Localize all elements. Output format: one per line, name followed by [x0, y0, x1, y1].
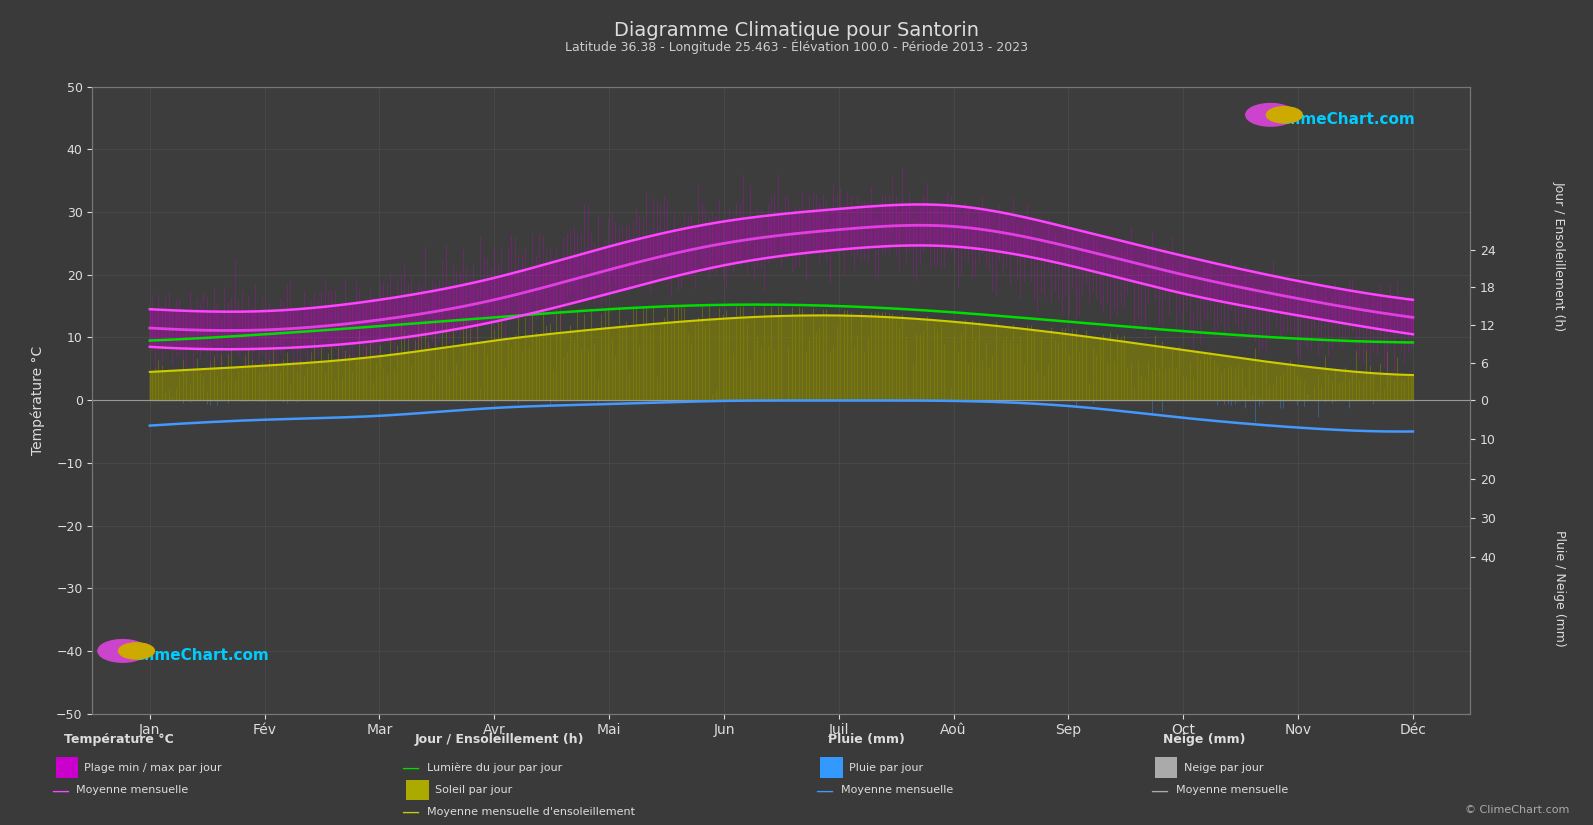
Text: Pluie / Neige (mm): Pluie / Neige (mm) — [1553, 530, 1566, 647]
Text: Moyenne mensuelle: Moyenne mensuelle — [1176, 785, 1287, 795]
Text: Moyenne mensuelle: Moyenne mensuelle — [841, 785, 953, 795]
Text: —: — — [401, 759, 419, 777]
Text: Soleil par jour: Soleil par jour — [435, 785, 511, 795]
Text: Neige (mm): Neige (mm) — [1163, 733, 1246, 746]
Circle shape — [118, 643, 155, 659]
Circle shape — [1266, 106, 1301, 123]
Text: Pluie par jour: Pluie par jour — [849, 763, 924, 773]
Text: —: — — [401, 803, 419, 821]
Circle shape — [97, 639, 148, 662]
Text: © ClimeChart.com: © ClimeChart.com — [1464, 805, 1569, 815]
Text: Latitude 36.38 - Longitude 25.463 - Élévation 100.0 - Période 2013 - 2023: Latitude 36.38 - Longitude 25.463 - Élév… — [566, 40, 1027, 54]
Text: Température °C: Température °C — [64, 733, 174, 746]
Text: Moyenne mensuelle: Moyenne mensuelle — [76, 785, 188, 795]
Circle shape — [1246, 104, 1295, 126]
Text: Lumière du jour par jour: Lumière du jour par jour — [427, 763, 562, 773]
Text: —: — — [816, 781, 833, 799]
Text: ClimeChart.com: ClimeChart.com — [134, 648, 269, 663]
Text: —: — — [1150, 781, 1168, 799]
Text: Diagramme Climatique pour Santorin: Diagramme Climatique pour Santorin — [613, 21, 980, 40]
Text: —: — — [51, 781, 68, 799]
Y-axis label: Température °C: Température °C — [30, 346, 45, 455]
Text: ClimeChart.com: ClimeChart.com — [1279, 111, 1415, 127]
Text: Jour / Ensoleillement (h): Jour / Ensoleillement (h) — [1553, 181, 1566, 331]
Text: Moyenne mensuelle d'ensoleillement: Moyenne mensuelle d'ensoleillement — [427, 807, 636, 817]
Text: Neige par jour: Neige par jour — [1184, 763, 1263, 773]
Text: Pluie (mm): Pluie (mm) — [828, 733, 905, 746]
Text: Jour / Ensoleillement (h): Jour / Ensoleillement (h) — [414, 733, 583, 746]
Text: Plage min / max par jour: Plage min / max par jour — [84, 763, 221, 773]
